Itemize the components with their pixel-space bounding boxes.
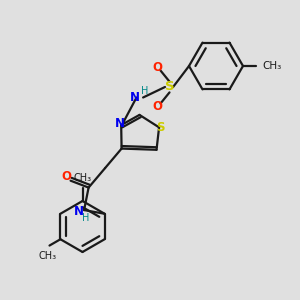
Text: N: N xyxy=(115,117,125,130)
Text: S: S xyxy=(165,80,174,94)
Text: H: H xyxy=(82,214,89,224)
Text: CH₃: CH₃ xyxy=(262,61,281,71)
Text: O: O xyxy=(152,61,162,74)
Text: CH₃: CH₃ xyxy=(39,251,57,261)
Text: O: O xyxy=(152,100,162,113)
Text: N: N xyxy=(130,91,140,104)
Text: O: O xyxy=(62,170,72,183)
Text: S: S xyxy=(156,121,165,134)
Text: H: H xyxy=(141,86,148,97)
Text: CH₃: CH₃ xyxy=(74,173,92,183)
Text: N: N xyxy=(74,205,84,218)
